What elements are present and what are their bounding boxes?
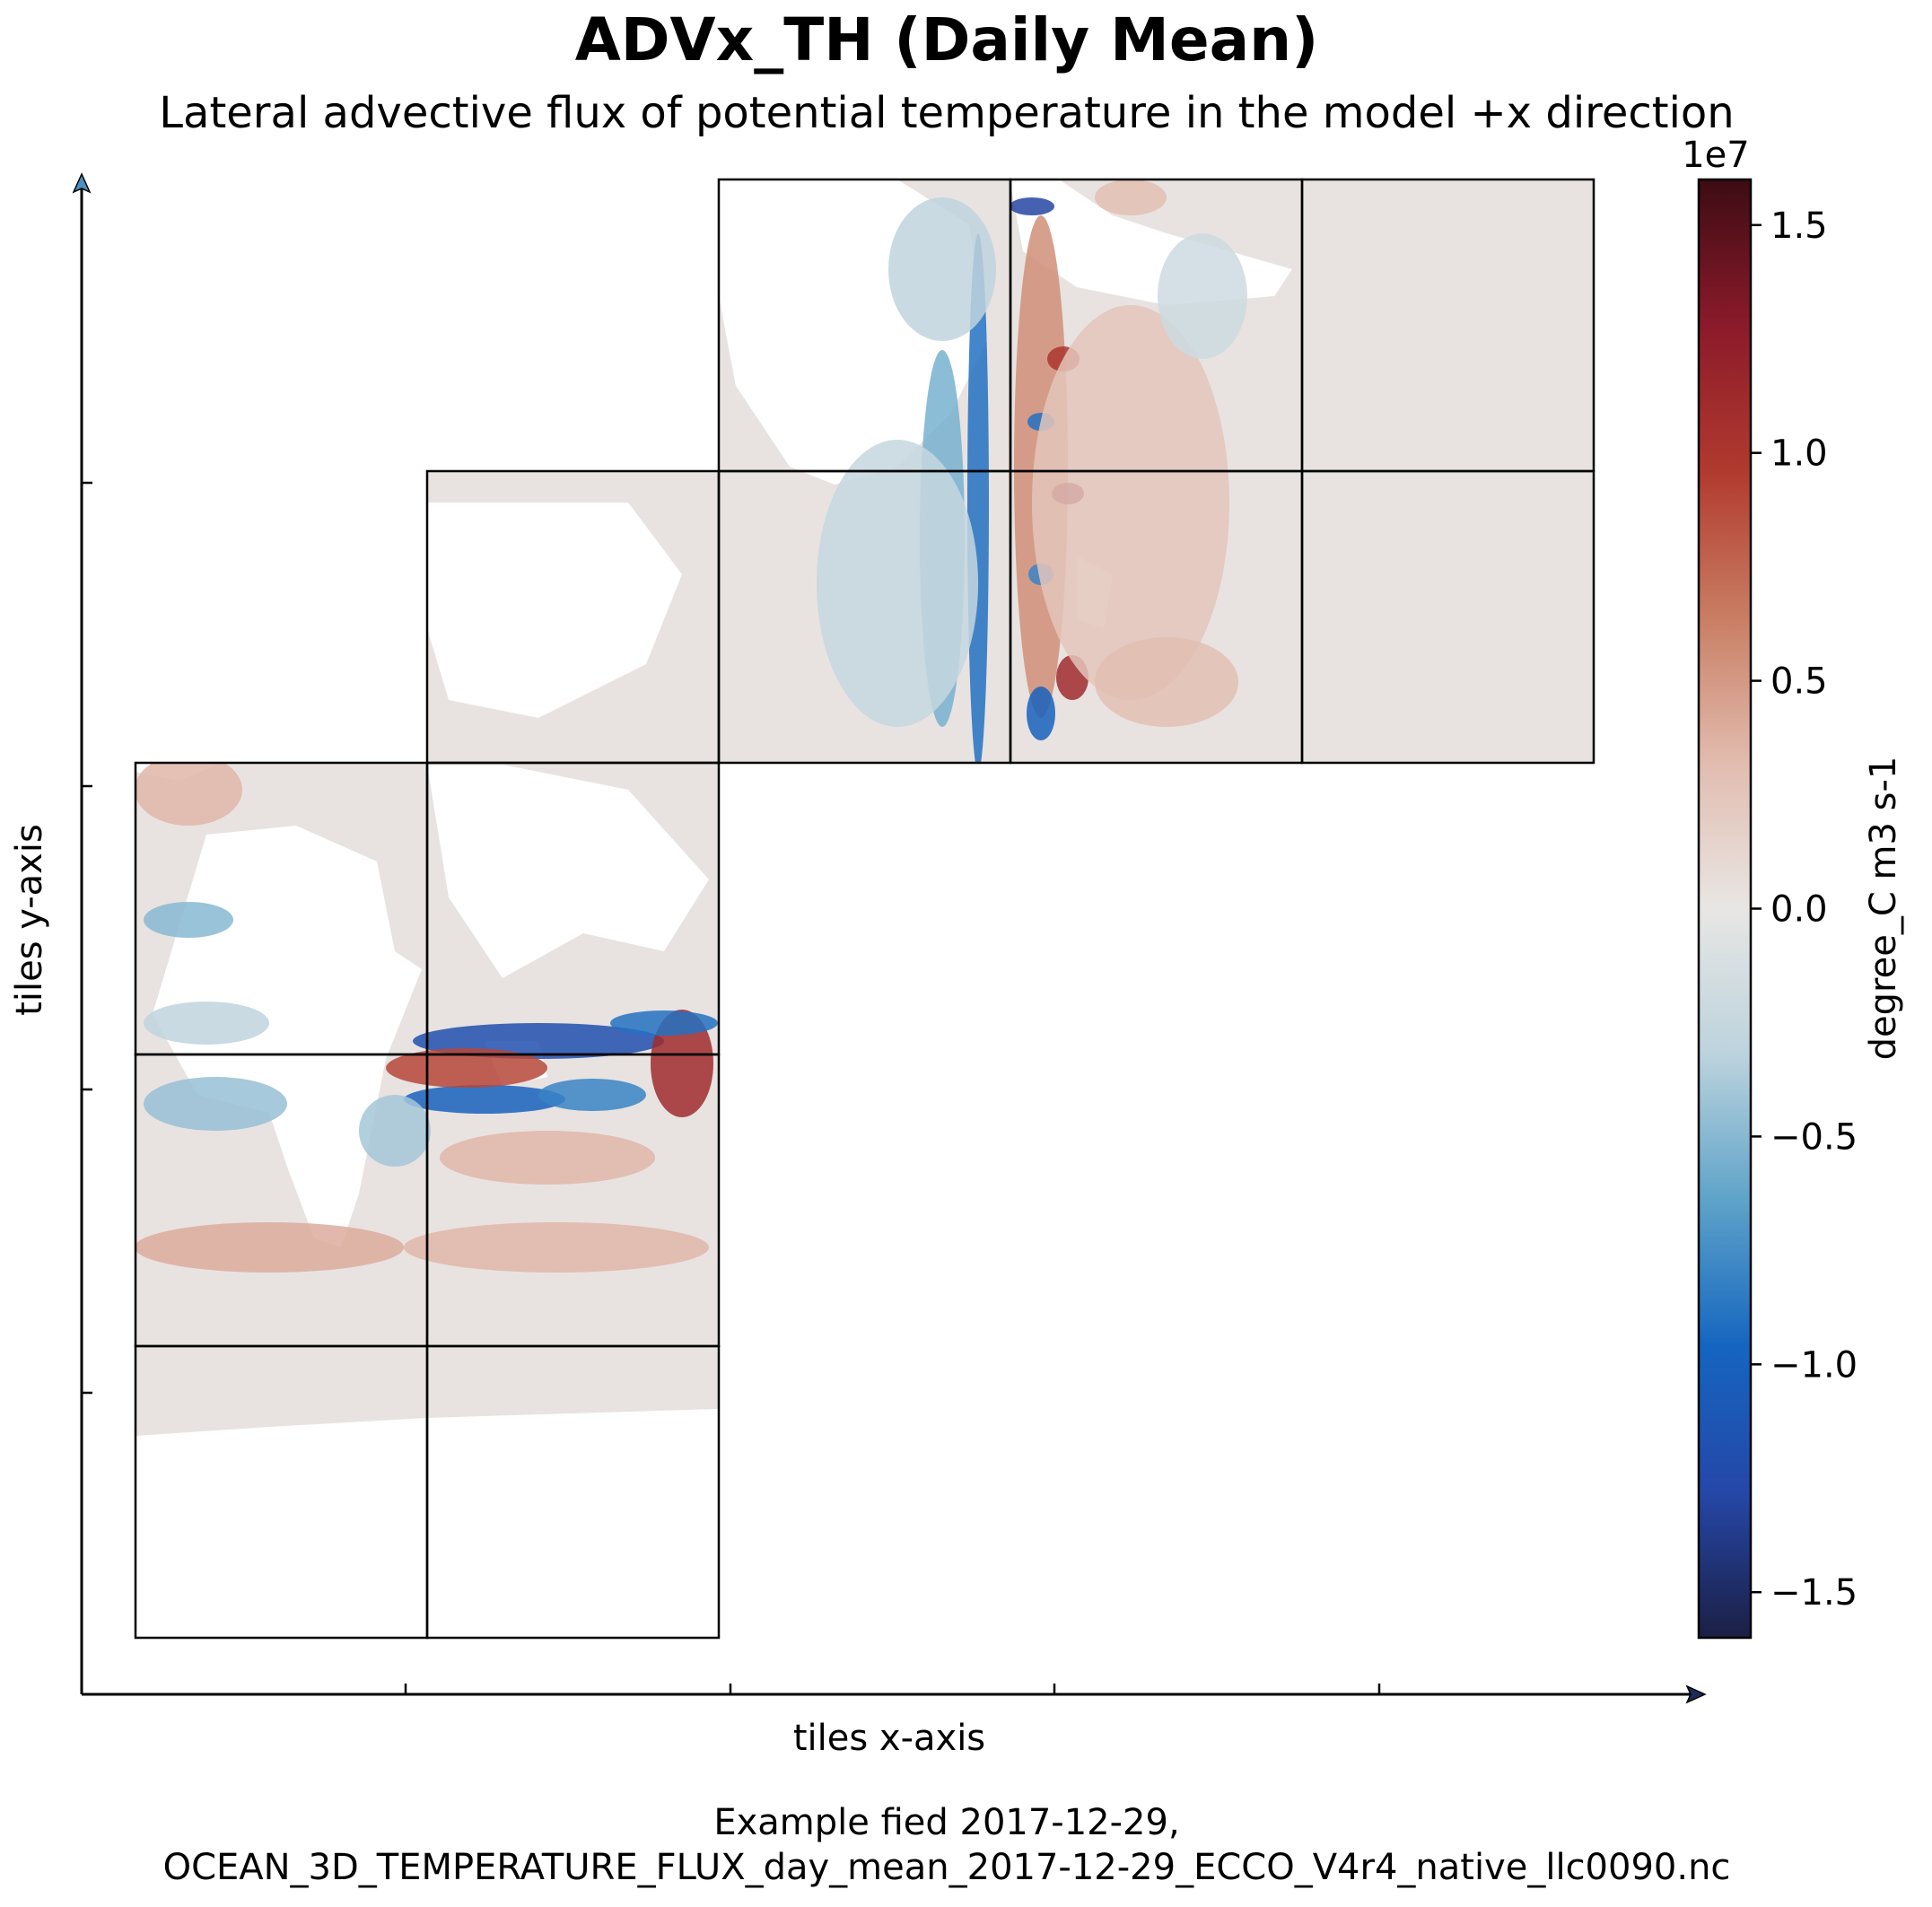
- flux-feature-9: [144, 1002, 269, 1045]
- flux-feature-24: [1032, 305, 1229, 700]
- tile-borders: [134, 178, 1595, 1640]
- flux-feature-5: [440, 1131, 655, 1185]
- tile-border-12: [1300, 178, 1595, 473]
- colorbar-tick-label-0: −1.5: [1770, 1572, 1858, 1614]
- footer-date: Example fied 2017-12-29,: [713, 1802, 1180, 1843]
- chart-title: ADVx_TH (Daily Mean): [574, 5, 1319, 74]
- flux-feature-7: [404, 1222, 709, 1273]
- flux-feature-3: [651, 1010, 713, 1117]
- flux-feature-25: [817, 440, 978, 727]
- colorbar-multiplier: 1e7: [1682, 135, 1750, 176]
- colorbar-tick-label-3: 0.0: [1770, 889, 1828, 931]
- x-axis-label: tiles x-axis: [793, 1718, 985, 1759]
- flux-feature-11: [136, 754, 242, 826]
- y-axis-label: tiles y-axis: [9, 824, 50, 1016]
- flux-feature-4: [610, 1010, 718, 1036]
- flux-feature-6: [136, 1222, 404, 1273]
- flux-feature-21: [1027, 687, 1055, 740]
- colorbar-gradient: [1697, 178, 1753, 1640]
- flux-feature-13: [359, 1095, 431, 1167]
- land-mask-5: [427, 503, 682, 718]
- y-axis-arrow: [72, 172, 92, 194]
- flux-feature-22: [1010, 197, 1054, 215]
- x-axis-arrow: [1685, 1684, 1707, 1704]
- colorbar: −1.5 −1.0 −0.5 0.0 0.5 1.0 1.5: [1697, 178, 1858, 1640]
- flux-feature-29: [1095, 179, 1167, 215]
- colorbar-tick-label-5: 1.0: [1770, 433, 1828, 475]
- flux-feature-12: [538, 1079, 646, 1111]
- colorbar-tick-label-1: −1.0: [1770, 1344, 1858, 1386]
- colorbar-tick-label-6: 1.5: [1770, 206, 1828, 247]
- colorbar-label: degree_C m3 s-1: [1863, 757, 1904, 1061]
- flux-feature-10: [144, 902, 233, 938]
- axes: [72, 172, 1707, 1704]
- tile-field-12: [1302, 179, 1594, 471]
- land-mask-1: [136, 619, 278, 781]
- chart-subtitle: Lateral advective flux of potential temp…: [159, 88, 1735, 138]
- colorbar-tick-label-2: −0.5: [1770, 1116, 1858, 1158]
- flux-feature-15: [967, 233, 989, 772]
- footer-filename: OCEAN_3D_TEMPERATURE_FLUX_day_mean_2017-…: [162, 1847, 1731, 1888]
- flux-feature-26: [1158, 233, 1247, 359]
- flux-feature-27: [1095, 637, 1238, 727]
- flux-feature-8: [144, 1077, 287, 1131]
- heatmap-field: [136, 179, 1594, 1638]
- land-mask-2: [427, 765, 709, 978]
- tile-field-9: [1302, 471, 1594, 763]
- colorbar-tick-label-4: 0.5: [1770, 661, 1828, 703]
- flux-feature-28: [888, 197, 996, 341]
- flux-feature-1: [404, 1085, 565, 1114]
